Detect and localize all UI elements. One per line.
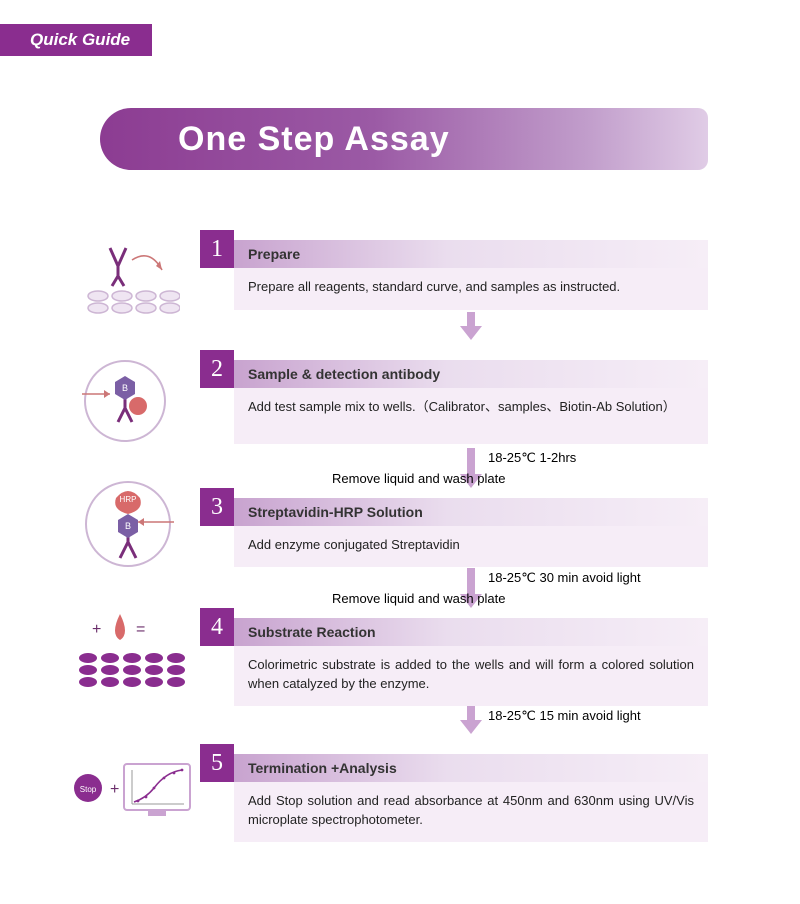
svg-text:=: = — [136, 621, 145, 638]
page-title-bar: One Step Assay — [100, 108, 708, 170]
step-body: Add enzyme conjugated Streptavidin — [234, 526, 708, 567]
svg-text:+: + — [110, 781, 119, 798]
step-body: Colorimetric substrate is added to the w… — [234, 646, 708, 706]
step-body: Prepare all reagents, standard curve, an… — [234, 268, 708, 310]
step-title: Sample & detection antibody — [234, 360, 708, 388]
wash-label: Remove liquid and wash plate — [332, 591, 505, 606]
svg-text:HRP: HRP — [120, 495, 137, 504]
condition-label: 18-25℃ 1-2hrs — [488, 450, 576, 466]
step-body: Add Stop solution and read absorbance at… — [234, 782, 708, 842]
substrate-icon: + = — [70, 608, 190, 694]
condition-label: 18-25℃ 30 min avoid light — [488, 570, 641, 586]
step-number: 2 — [200, 350, 234, 388]
step-title: Termination +Analysis — [234, 754, 708, 782]
page-title: One Step Assay — [178, 120, 450, 159]
wash-label: Remove liquid and wash plate — [332, 471, 505, 486]
step-body: Add test sample mix to wells.（Calibrator… — [234, 388, 708, 444]
svg-text:+: + — [92, 621, 101, 638]
step-title: Streptavidin-HRP Solution — [234, 498, 708, 526]
step-number: 3 — [200, 488, 234, 526]
sample-detection-icon: B — [80, 356, 170, 446]
hrp-icon: B HRP — [80, 476, 180, 572]
arrow-4 — [460, 706, 482, 734]
quick-guide-banner: Quick Guide — [0, 24, 152, 56]
condition-label: 18-25℃ 15 min avoid light — [488, 708, 641, 724]
step-title: Substrate Reaction — [234, 618, 708, 646]
step-number: 1 — [200, 230, 234, 268]
arrow-1 — [460, 312, 482, 340]
quick-guide-text: Quick Guide — [30, 30, 130, 49]
step-title: Prepare — [234, 240, 708, 268]
step-number: 4 — [200, 608, 234, 646]
svg-text:B: B — [125, 521, 131, 531]
step-number: 5 — [200, 744, 234, 782]
prepare-icon — [70, 240, 180, 320]
svg-text:Stop: Stop — [80, 785, 97, 794]
termination-icon: Stop + — [70, 754, 200, 824]
svg-text:B: B — [122, 383, 128, 393]
